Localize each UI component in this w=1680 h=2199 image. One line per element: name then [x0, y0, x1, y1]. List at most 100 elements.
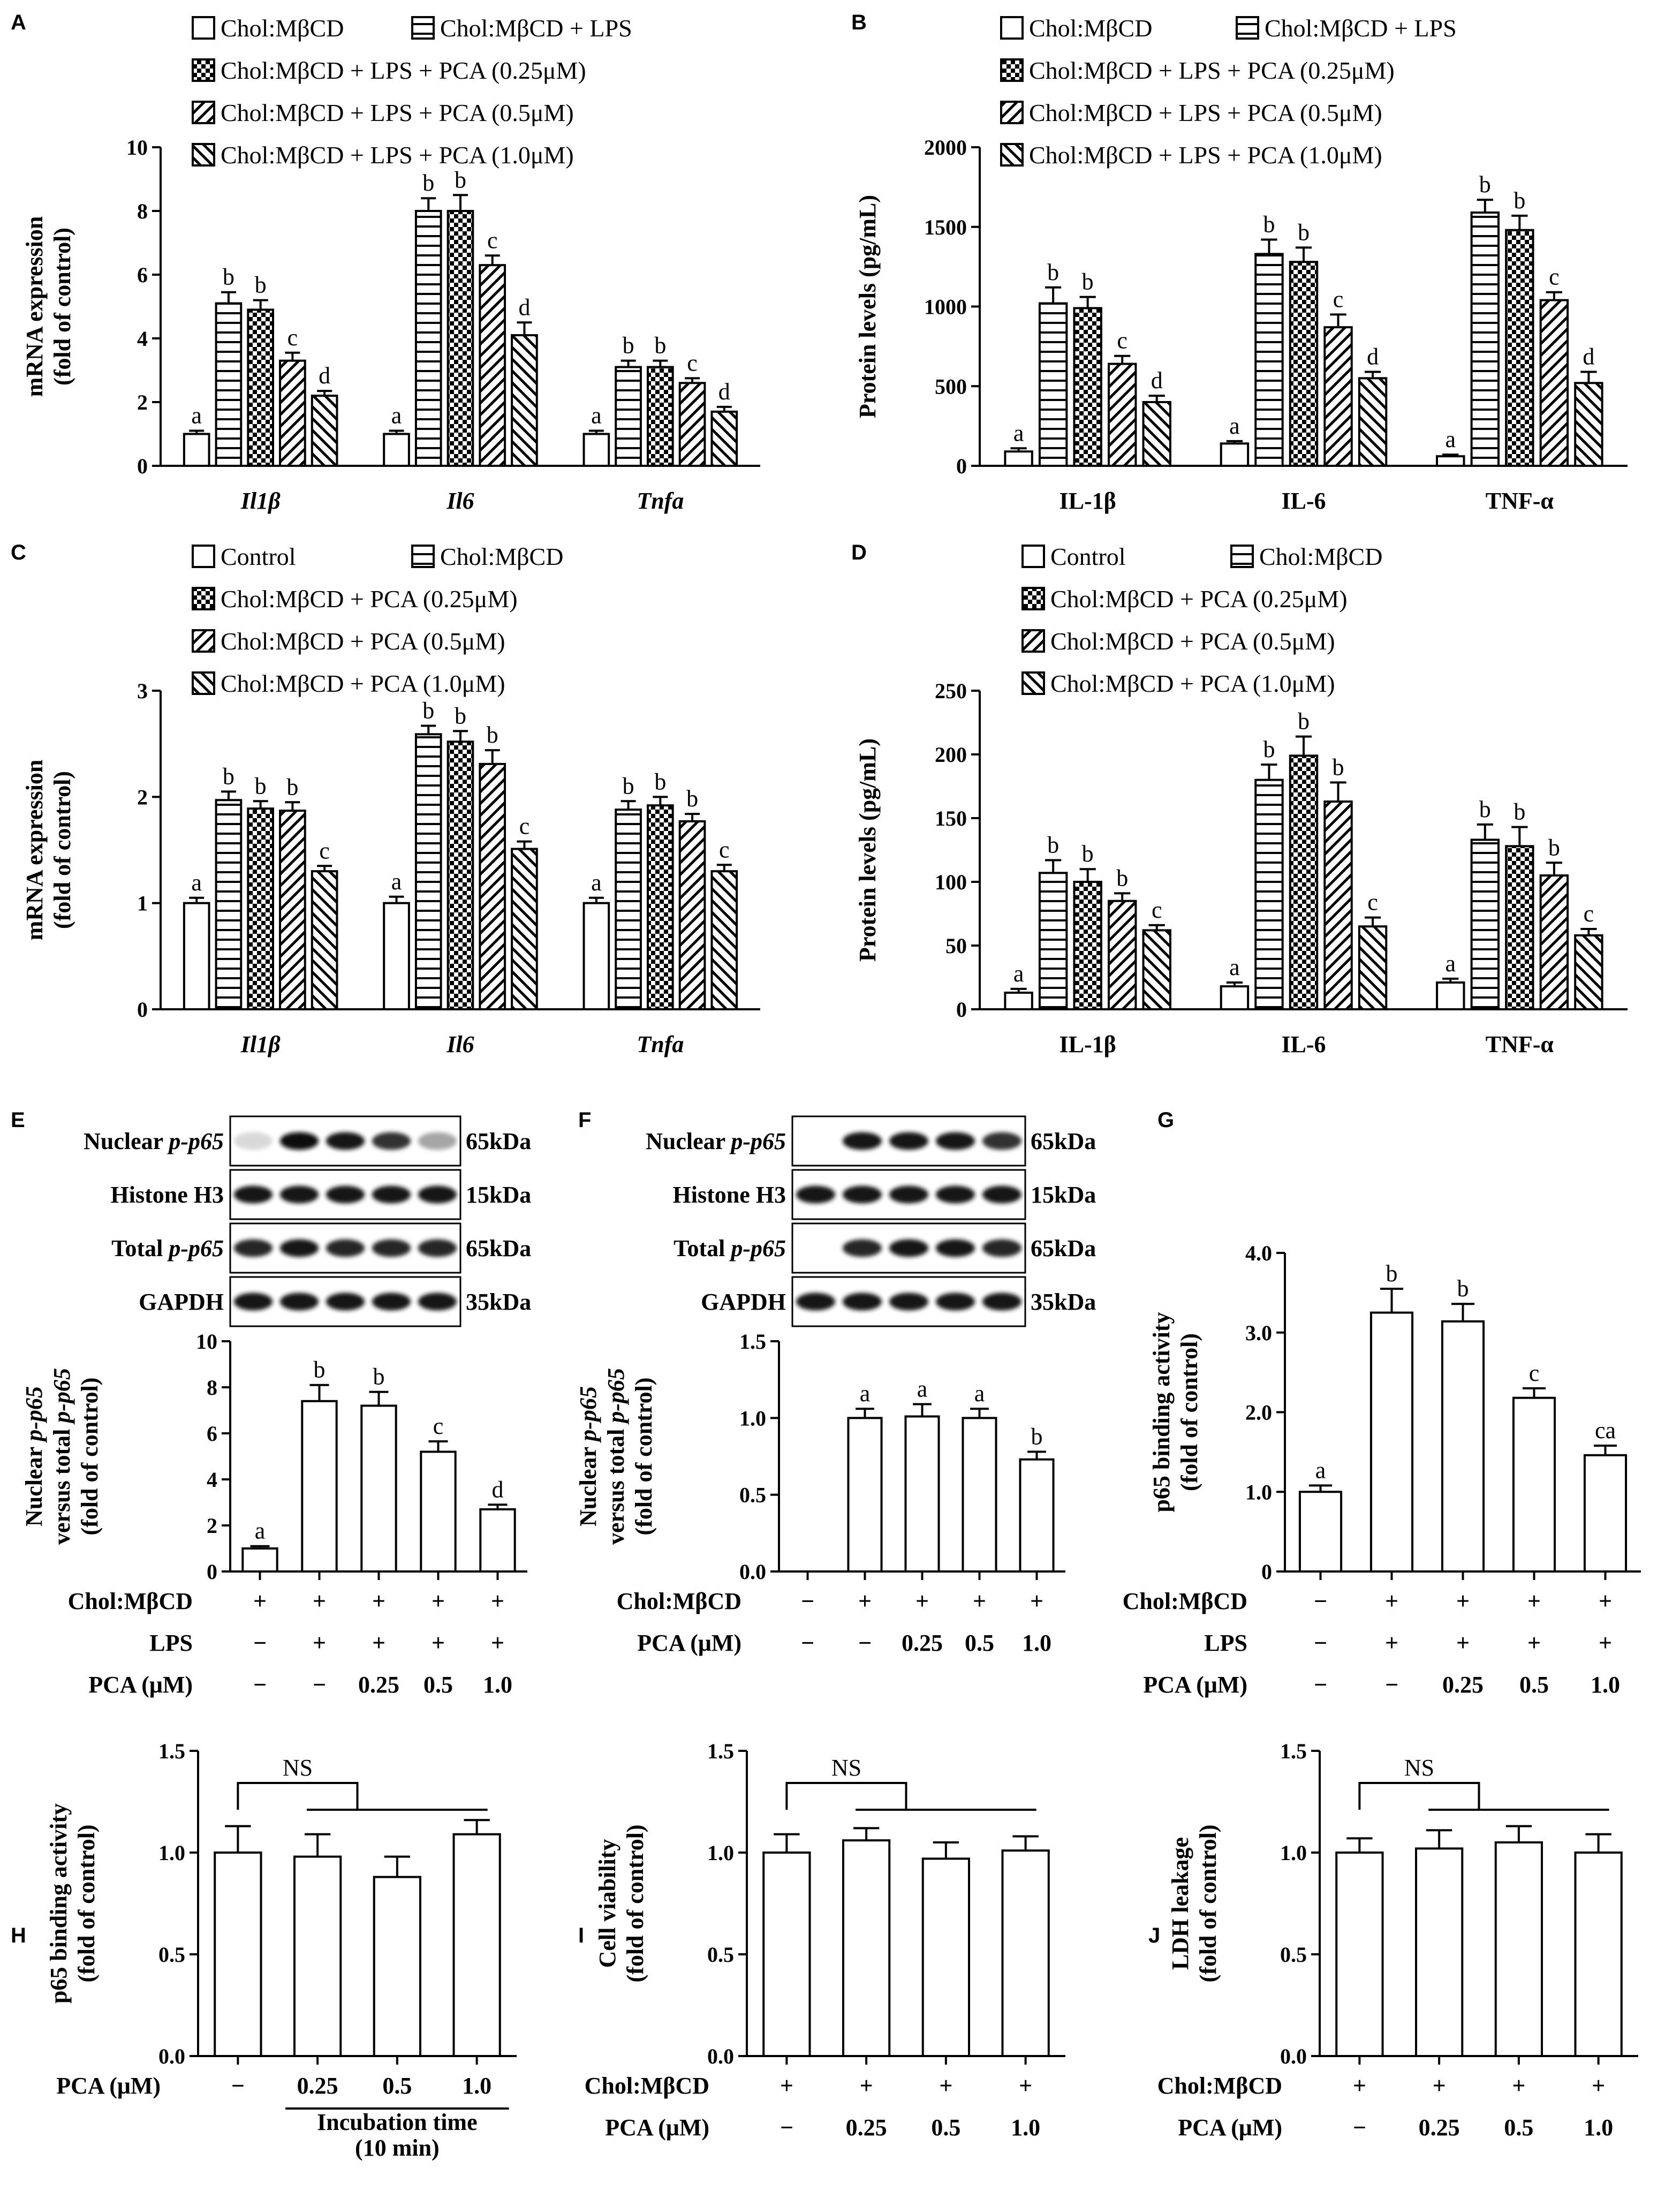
bar — [1505, 845, 1534, 1010]
bar — [247, 807, 275, 1011]
blot-kda-label: 65kDa — [466, 1235, 531, 1261]
condition-mark: + — [432, 1588, 445, 1614]
y-tick-label: 1.0 — [1280, 1841, 1307, 1865]
y-tick-label: 3 — [137, 679, 148, 703]
blot-band — [418, 1239, 457, 1257]
significance-letter: a — [391, 868, 402, 895]
significance-label: NS — [831, 1755, 861, 1781]
bar — [1436, 455, 1465, 467]
bar — [615, 366, 642, 467]
significance-letter: c — [319, 837, 330, 864]
condition-mark: + — [1385, 1630, 1398, 1656]
condition-mark: 1.0 — [462, 2073, 491, 2099]
condition-mark: + — [1527, 1588, 1541, 1614]
blot-band — [889, 1239, 929, 1257]
bar — [383, 902, 410, 1010]
condition-mark: + — [1019, 2073, 1032, 2099]
legend-label: Chol:MβCD + LPS + PCA (1.0μM) — [221, 141, 574, 169]
y-tick-label: 500 — [935, 374, 967, 398]
condition-mark: 1.0 — [1011, 2114, 1040, 2141]
significance-letter: a — [1446, 426, 1456, 452]
bar — [511, 334, 538, 467]
bar — [1470, 838, 1500, 1010]
legend-label: Chol:MβCD + PCA (1.0μM) — [221, 670, 505, 697]
y-tick-label: 0.0 — [158, 2044, 185, 2068]
condition-row-label: Chol:MβCD — [68, 1588, 193, 1614]
significance-letter: a — [191, 403, 202, 429]
significance-letter: a — [860, 1380, 871, 1407]
condition-mark: 0.25 — [902, 1630, 943, 1656]
y-tick-label: 10 — [196, 1329, 217, 1354]
chart-F: 0.0 0.5 1.0 1.5 a a a b Chol:MβCD − + + + + PCA (μM) − −… — [575, 1329, 1065, 1656]
bar — [582, 902, 610, 1010]
panel-label: H — [11, 1924, 26, 1947]
significance-letter: c — [1117, 328, 1127, 354]
bar — [247, 308, 275, 467]
western-blot: Nuclear p-p65 65kDa Histone H3 15kDa Total p… — [84, 1115, 531, 1327]
bar — [279, 359, 306, 467]
significance-letter: b — [1082, 841, 1094, 867]
legend-swatch — [192, 16, 215, 40]
condition-mark: − — [253, 1672, 267, 1698]
condition-mark: + — [1599, 1630, 1612, 1656]
significance-letter: b — [1386, 1260, 1398, 1287]
legend-label: Chol:MβCD + PCA (0.5μM) — [221, 628, 505, 655]
condition-row-label: Chol:MβCD — [585, 2073, 709, 2099]
legend-swatch — [1000, 143, 1024, 167]
blot-kda-label: 65kDa — [1031, 1128, 1096, 1154]
y-tick-label: 0.5 — [739, 1483, 766, 1507]
blot-band — [982, 1293, 1022, 1311]
condition-row-label: PCA (μM) — [637, 1630, 741, 1656]
bar — [420, 1450, 457, 1573]
significance-letter: ca — [1595, 1417, 1616, 1444]
bar — [678, 382, 706, 467]
condition-mark: 0.5 — [423, 1672, 453, 1698]
y-tick-label: 2.0 — [1245, 1401, 1272, 1425]
blot-kda-label: 35kDa — [466, 1289, 531, 1315]
condition-row-label: PCA (μM) — [88, 1672, 193, 1698]
blot-band — [842, 1293, 882, 1311]
y-tick-label: 2 — [137, 785, 148, 809]
significance-letter: d — [319, 362, 330, 389]
y-tick-label: 2 — [207, 1514, 217, 1538]
condition-mark: + — [313, 1588, 326, 1614]
bar — [847, 1417, 883, 1573]
condition-mark: 0.5 — [965, 1630, 994, 1656]
bar — [1323, 800, 1353, 1011]
blot-kda-label: 65kDa — [1031, 1235, 1096, 1261]
legend-label: Chol:MβCD + LPS + PCA (0.5μM) — [1029, 99, 1382, 126]
significance-letter: c — [687, 350, 698, 376]
condition-mark: − — [313, 1672, 326, 1698]
bar — [1220, 985, 1250, 1011]
significance-letter: b — [422, 697, 434, 723]
legend-swatch — [411, 545, 435, 568]
bar — [383, 433, 410, 467]
blot-band — [326, 1239, 365, 1257]
blot-band — [889, 1293, 929, 1311]
blot-kda-label: 65kDa — [466, 1128, 531, 1154]
condition-mark: + — [1385, 1588, 1398, 1614]
blot-kda-label: 35kDa — [1031, 1289, 1096, 1315]
legend-label: Chol:MβCD + PCA (0.5μM) — [1050, 628, 1335, 655]
blot-band — [418, 1185, 457, 1204]
blot-band — [233, 1239, 273, 1257]
panel-label: E — [11, 1108, 25, 1132]
western-blot: Nuclear p-p65 65kDa Histone H3 15kDa Total p… — [646, 1115, 1096, 1327]
significance-letter: a — [1315, 1457, 1326, 1483]
significance-letter: b — [255, 773, 267, 799]
legend: Chol:MβCD Chol:MβCD + LPS Chol:MβCD + LPS … — [1000, 14, 1457, 169]
y-tick-label: 1500 — [924, 215, 967, 239]
condition-row-label: PCA (μM) — [1178, 2114, 1282, 2141]
y-tick-label: 200 — [935, 743, 967, 767]
bar — [279, 810, 306, 1011]
condition-mark: 0.25 — [846, 2114, 887, 2141]
bar — [1539, 874, 1569, 1010]
condition-mark: + — [860, 2073, 873, 2099]
y-tick-label: 4.0 — [1245, 1241, 1272, 1265]
y-tick-label: 0 — [956, 998, 967, 1022]
y-tick-label: 6 — [137, 263, 148, 287]
y-tick-label: 250 — [935, 679, 967, 703]
significance-letter: b — [686, 785, 698, 812]
